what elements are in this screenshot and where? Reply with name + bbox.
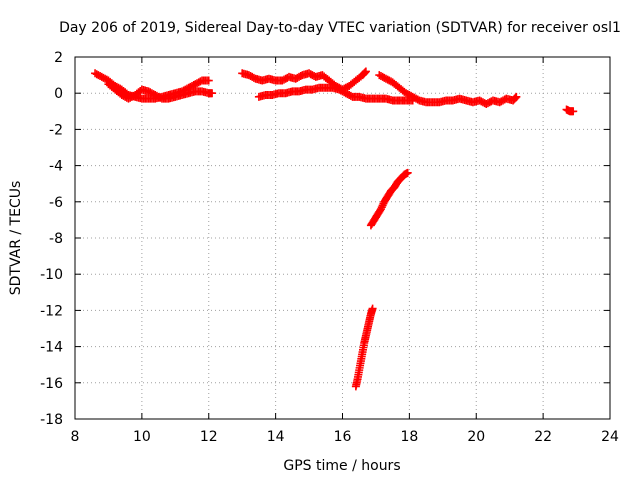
- grid-lines: [75, 57, 610, 419]
- data-point: [360, 69, 369, 78]
- series-segment-c: [562, 105, 578, 116]
- x-tick-label: 20: [467, 429, 485, 445]
- data-point: [361, 68, 370, 77]
- series-segment-e-vertical: [351, 304, 377, 391]
- x-tick-label: 10: [133, 429, 151, 445]
- data-point: [361, 67, 370, 76]
- data-point: [368, 304, 377, 313]
- series-segment-a-lower: [104, 80, 217, 103]
- y-axis-label: SDTVAR / TECUs: [8, 181, 24, 296]
- y-axis-ticks: 2 0 -2 -4 -6 -8 -10 -12 -14 -16 -18: [40, 50, 610, 428]
- y-tick-label: -4: [49, 159, 63, 175]
- x-tick-label: 14: [267, 429, 285, 445]
- x-tick-label: 18: [400, 429, 418, 445]
- y-tick-label: 2: [54, 50, 63, 66]
- y-tick-label: -18: [40, 412, 63, 428]
- series-segment-d-steep: [366, 168, 412, 230]
- y-tick-label: 0: [54, 86, 63, 102]
- data-point: [377, 203, 386, 212]
- data-point: [569, 107, 578, 116]
- data-points: [91, 67, 578, 391]
- data-point: [510, 94, 519, 103]
- data-point: [403, 168, 412, 177]
- x-tick-label: 12: [200, 429, 218, 445]
- y-tick-label: -16: [40, 376, 63, 392]
- x-tick-label: 16: [334, 429, 352, 445]
- y-tick-label: -8: [49, 231, 63, 247]
- data-point: [204, 76, 213, 85]
- y-tick-label: -2: [49, 122, 63, 138]
- data-point: [511, 93, 520, 102]
- x-tick-label: 8: [71, 429, 80, 445]
- series-segment-b-tail: [375, 71, 521, 109]
- data-point: [376, 205, 385, 214]
- series-segment-b-lower: [254, 83, 417, 105]
- x-tick-label: 24: [601, 429, 619, 445]
- y-tick-label: -6: [49, 195, 63, 211]
- x-axis-label: GPS time / hours: [283, 458, 400, 474]
- y-tick-label: -14: [40, 340, 63, 356]
- series-segment-b-upper: [238, 67, 370, 94]
- chart-title: Day 206 of 2019, Sidereal Day-to-day VTE…: [59, 20, 621, 36]
- x-axis-ticks: 8 10 12 14 16 18 20 22 24: [71, 57, 619, 445]
- data-point: [512, 92, 521, 101]
- y-tick-label: -10: [40, 267, 63, 283]
- data-point: [208, 89, 217, 98]
- data-point: [378, 201, 387, 210]
- x-tick-label: 22: [534, 429, 552, 445]
- y-tick-label: -12: [40, 303, 63, 319]
